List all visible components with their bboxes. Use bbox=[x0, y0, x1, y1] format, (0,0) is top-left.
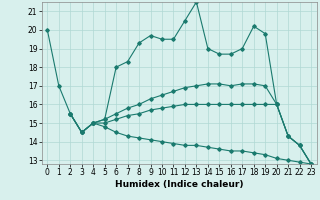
X-axis label: Humidex (Indice chaleur): Humidex (Indice chaleur) bbox=[115, 180, 244, 189]
